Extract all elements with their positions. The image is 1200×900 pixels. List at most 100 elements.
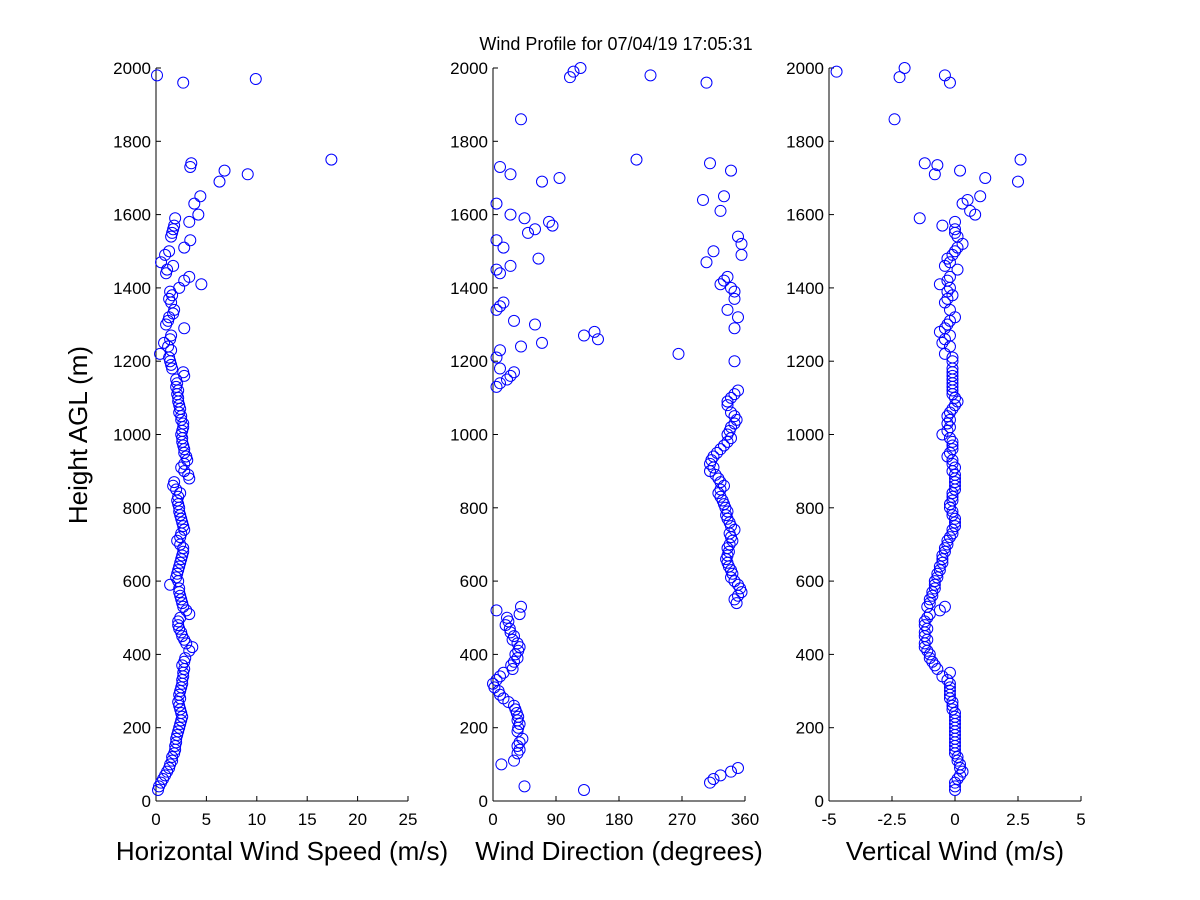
x-tick-label: -5: [821, 810, 836, 829]
data-point: [178, 322, 191, 335]
data-point: [728, 322, 741, 335]
data-point: [503, 622, 516, 635]
y-tick-label: 2000: [450, 59, 488, 78]
data-point: [941, 318, 954, 331]
data-point: [721, 270, 734, 283]
x-tick-label: 15: [298, 810, 317, 829]
data-point: [536, 336, 548, 349]
data-point: [325, 153, 338, 166]
data-point: [949, 226, 961, 239]
y-tick-label: 600: [123, 572, 151, 591]
data-point: [941, 674, 954, 687]
data-point: [725, 164, 737, 177]
data-point: [936, 553, 949, 566]
y-tick-label: 400: [460, 645, 488, 664]
data-point: [515, 113, 527, 126]
data-point: [728, 388, 741, 401]
data-point: [714, 443, 727, 456]
x-tick-label: 360: [731, 810, 759, 829]
data-point: [504, 168, 517, 181]
data-point: [943, 406, 956, 419]
data-point: [728, 292, 741, 305]
x-tick-label: -2.5: [877, 810, 906, 829]
data-point: [508, 366, 520, 379]
data-point: [946, 435, 959, 448]
data-point: [721, 428, 734, 441]
data-point: [504, 626, 517, 639]
data-point: [714, 769, 727, 782]
data-point: [893, 71, 906, 84]
data-point: [532, 252, 545, 265]
y-axis-label: Height AGL (m): [63, 346, 93, 524]
data-point: [578, 784, 590, 797]
y-tick-label: 0: [142, 792, 151, 811]
x-tick-label: 90: [547, 810, 566, 829]
data-point: [184, 234, 197, 247]
data-point: [1012, 175, 1024, 188]
data-point: [718, 274, 730, 287]
data-point: [946, 487, 959, 500]
data-point: [501, 373, 513, 386]
x-axis-label: Horizontal Wind Speed (m/s): [116, 836, 448, 866]
x-axis-label: Wind Direction (degrees): [475, 836, 763, 866]
data-point: [167, 479, 180, 492]
data-point: [553, 171, 566, 184]
data-point: [721, 512, 734, 525]
data-point: [511, 747, 524, 760]
data-point: [166, 289, 179, 302]
data-point: [946, 523, 959, 536]
data-point: [949, 483, 961, 496]
data-point: [175, 461, 188, 474]
data-point: [725, 571, 737, 584]
data-point: [728, 593, 741, 606]
data-point: [949, 784, 961, 797]
data-point: [946, 384, 959, 397]
data-point: [195, 278, 208, 291]
data-point: [933, 564, 946, 577]
data-point: [529, 318, 541, 331]
data-point: [508, 655, 520, 668]
data-point: [735, 248, 748, 261]
data-point: [974, 190, 987, 203]
data-point: [183, 644, 196, 657]
data-point: [592, 333, 604, 346]
y-tick-label: 1600: [786, 206, 824, 225]
data-point: [155, 256, 168, 269]
data-point: [725, 391, 737, 404]
y-tick-label: 2000: [786, 59, 824, 78]
data-point: [954, 164, 967, 177]
y-tick-label: 800: [796, 499, 824, 518]
x-tick-label: 20: [348, 810, 367, 829]
data-point: [732, 384, 744, 397]
data-point: [730, 597, 743, 610]
data-point: [511, 740, 524, 753]
data-point: [969, 208, 982, 221]
data-point: [728, 285, 741, 298]
y-tick-label: 1800: [786, 132, 824, 151]
data-point: [515, 600, 527, 613]
y-tick-label: 600: [460, 572, 488, 591]
data-point: [949, 512, 961, 525]
data-point: [180, 637, 193, 650]
data-point: [928, 168, 941, 181]
data-point: [588, 325, 601, 338]
y-tick-label: 1000: [786, 426, 824, 445]
data-point: [159, 248, 172, 261]
data-point: [714, 278, 727, 291]
data-point: [712, 487, 725, 500]
x-axis-label: Vertical Wind (m/s): [846, 836, 1064, 866]
data-point: [497, 241, 510, 254]
data-point: [494, 300, 506, 313]
data-point: [494, 377, 506, 390]
data-point: [490, 351, 503, 364]
data-point: [241, 168, 254, 181]
data-point: [949, 516, 961, 529]
y-tick-label: 2000: [113, 59, 151, 78]
data-point: [979, 171, 992, 184]
data-point: [946, 509, 959, 522]
data-point: [171, 534, 184, 547]
data-point: [938, 347, 951, 360]
data-point: [732, 311, 744, 324]
data-point: [184, 160, 197, 173]
